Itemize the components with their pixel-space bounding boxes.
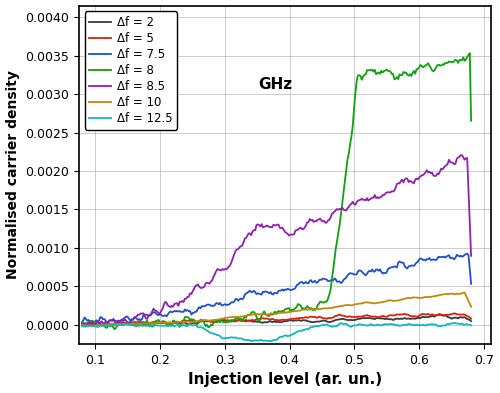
Δf = 8.5 (433, 173, 439, 178)
Line: Δf = 5: Δf = 5 (82, 313, 471, 325)
Δf = 7.5 (433, 258, 439, 263)
Δf = 5 (94, 323, 100, 328)
Δf = 2 (79, 321, 85, 326)
Δf = 2 (108, 323, 114, 328)
Δf = 2 (318, 319, 324, 323)
Δf = 2 (312, 320, 318, 324)
Line: Δf = 10: Δf = 10 (82, 292, 471, 326)
Δf = 8 (79, 322, 85, 327)
Δf = 2 (408, 316, 414, 321)
Δf = 8.5 (408, 179, 414, 184)
Line: Δf = 7.5: Δf = 7.5 (82, 253, 471, 324)
Δf = 7.5 (79, 320, 85, 324)
Δf = 5 (312, 314, 318, 319)
Δf = 8 (312, 308, 318, 312)
Δf = 8.5 (80, 322, 86, 327)
Δf = 2 (80, 321, 86, 326)
Δf = 7.5 (468, 281, 474, 286)
Δf = 2 (433, 313, 439, 318)
Δf = 7.5 (312, 278, 318, 283)
Δf = 12.5 (80, 324, 86, 329)
Δf = 5 (79, 323, 85, 328)
Δf = 12.5 (433, 322, 439, 327)
Δf = 8.5 (318, 218, 324, 223)
Δf = 8 (318, 299, 324, 304)
Line: Δf = 8: Δf = 8 (82, 53, 471, 329)
Line: Δf = 8.5: Δf = 8.5 (82, 155, 471, 326)
Δf = 10 (408, 296, 414, 300)
Δf = 12.5 (468, 323, 474, 328)
Y-axis label: Normalised carrier density: Normalised carrier density (6, 70, 20, 279)
Δf = 5 (451, 311, 457, 316)
Legend: Δf = 2, Δf = 5, Δf = 7.5, Δf = 8, Δf = 8.5, Δf = 10, Δf = 12.5: Δf = 2, Δf = 5, Δf = 7.5, Δf = 8, Δf = 8… (84, 11, 177, 130)
Δf = 10 (468, 305, 474, 309)
Δf = 12.5 (318, 323, 324, 328)
Δf = 7.5 (408, 263, 414, 268)
Δf = 5 (408, 314, 414, 318)
Δf = 2 (437, 312, 443, 316)
Δf = 10 (318, 307, 324, 311)
Δf = 2 (468, 319, 474, 323)
Δf = 12.5 (408, 322, 414, 327)
Δf = 8 (80, 320, 86, 325)
Δf = 10 (462, 290, 468, 295)
Δf = 10 (79, 323, 85, 327)
Δf = 8 (408, 73, 414, 78)
Δf = 5 (468, 316, 474, 321)
Δf = 8 (310, 307, 316, 312)
Δf = 12.5 (312, 324, 318, 329)
Δf = 5 (310, 315, 316, 320)
Δf = 7.5 (464, 251, 470, 256)
Δf = 10 (90, 324, 96, 329)
Δf = 8.5 (312, 219, 318, 223)
Δf = 5 (318, 315, 324, 320)
Δf = 10 (310, 306, 316, 311)
Δf = 8 (433, 65, 439, 70)
Δf = 8.5 (92, 324, 98, 329)
Δf = 7.5 (318, 277, 324, 282)
Δf = 8 (112, 327, 117, 331)
Text: GHz: GHz (258, 77, 292, 92)
Δf = 8.5 (468, 253, 474, 258)
Δf = 7.5 (80, 318, 86, 323)
Δf = 5 (80, 323, 86, 327)
Δf = 2 (310, 320, 316, 325)
Δf = 8.5 (79, 321, 85, 326)
Δf = 8 (468, 118, 474, 123)
X-axis label: Injection level (ar. un.): Injection level (ar. un.) (188, 373, 382, 387)
Δf = 12.5 (451, 321, 457, 325)
Δf = 10 (80, 323, 86, 328)
Δf = 8.5 (458, 153, 464, 158)
Δf = 12.5 (79, 324, 85, 329)
Line: Δf = 12.5: Δf = 12.5 (82, 323, 471, 341)
Δf = 10 (312, 307, 318, 311)
Δf = 8 (467, 51, 473, 55)
Δf = 7.5 (310, 279, 316, 284)
Δf = 5 (433, 313, 439, 318)
Line: Δf = 2: Δf = 2 (82, 314, 471, 325)
Δf = 10 (433, 294, 439, 298)
Δf = 8.5 (310, 220, 316, 224)
Δf = 12.5 (268, 339, 274, 343)
Δf = 12.5 (310, 324, 316, 329)
Δf = 7.5 (105, 321, 111, 326)
